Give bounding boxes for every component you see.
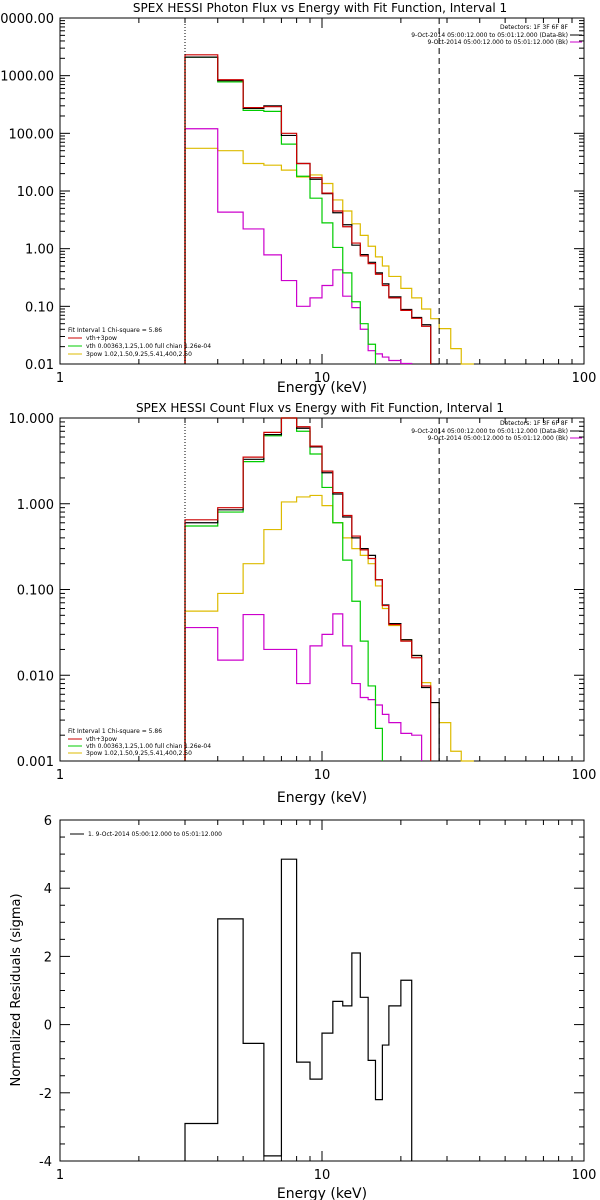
x-tick-label: 100 xyxy=(572,371,597,386)
y-tick-label: 0.10 xyxy=(25,300,54,315)
panel1-legend-data: 9-Oct-2014 05:00:12.000 to 05:01:12.000 … xyxy=(411,32,568,39)
panel1-vlines xyxy=(184,18,440,364)
x-tick-label: 10 xyxy=(314,768,331,783)
y-tick-label: -2 xyxy=(39,1087,52,1102)
panel3-legend-text: 1. 9-Oct-2014 05:00:12.000 to 05:01:12.0… xyxy=(88,831,222,838)
panel3-frame xyxy=(59,819,585,1162)
panel1-legend-total: vth+3pow xyxy=(86,335,117,342)
panel1-legend-bk: 9-Oct-2014 05:00:12.000 to 05:01:12.000 … xyxy=(428,39,569,46)
panel1-ticks: 1 10 100 0.01 0.10 1.00 10.00 100.00 1000.00 1000… xyxy=(0,12,596,386)
y-tick-label: 10.000 xyxy=(9,412,55,427)
panel2-legend-3pow: 3pow 1.02,1.50,9.25,5.41,400,2.50 xyxy=(86,750,192,757)
panel2-legend-vth: vth 0.00363,1.25,1.00 full chian 1.26e-0… xyxy=(86,743,211,750)
panel3-series xyxy=(184,858,413,1161)
y-tick-label: -4 xyxy=(39,1155,52,1170)
panel1-legend-3pow: 3pow 1.02,1.50,9.25,5.41,400,2.50 xyxy=(86,351,192,358)
panel2-legend-data: 9-Oct-2014 05:00:12.000 to 05:01:12.000 … xyxy=(411,428,568,435)
panel1-legend-right: Detectors: 1F 3F 6F 8F 9-Oct-2014 05:00:… xyxy=(411,24,582,46)
y-tick-label: 0.010 xyxy=(17,669,54,684)
series-bkg-line xyxy=(184,613,423,761)
panel2-xlabel: Energy (keV) xyxy=(277,790,367,806)
panel3-ylabel: Normalized Residuals (sigma) xyxy=(9,893,24,1086)
panel1-legend-left: Fit Interval 1 Chi-square = 5.86 vth+3po… xyxy=(68,327,211,358)
panel1-series xyxy=(184,54,474,365)
panel2-legend-total: vth+3pow xyxy=(86,736,117,743)
panel3-legend: 1. 9-Oct-2014 05:00:12.000 to 05:01:12.0… xyxy=(70,831,222,838)
series-data-line xyxy=(184,56,440,365)
panel-count-flux: SPEX HESSI Count Flux vs Energy with Fit… xyxy=(9,401,597,806)
series-bkg-line xyxy=(184,128,413,365)
panel2-legend-bk: 9-Oct-2014 05:00:12.000 to 05:01:12.000 … xyxy=(428,435,569,442)
panel1-legend-fit: Fit Interval 1 Chi-square = 5.86 xyxy=(68,327,162,334)
panel2-ticks: 1 10 100 0.001 0.010 0.100 1.000 10.000 xyxy=(9,412,597,783)
x-tick-label: 100 xyxy=(572,1168,597,1183)
y-tick-label: 0.001 xyxy=(17,755,54,770)
panel-residuals: 1 10 100 -4 -2 0 2 4 6 1. 9-Oct-2014 05:00:12.00… xyxy=(9,814,596,1200)
panel-photon-flux: SPEX HESSI Photon Flux vs Energy with Fi… xyxy=(0,1,596,396)
panel3-ticks: 1 10 100 -4 -2 0 2 4 6 xyxy=(39,814,596,1183)
y-tick-label: 4 xyxy=(44,882,52,897)
panel1-xlabel: Energy (keV) xyxy=(277,380,367,396)
y-tick-label: 100.00 xyxy=(9,127,55,142)
y-tick-label: 0.01 xyxy=(25,358,54,373)
y-tick-label: 1.00 xyxy=(25,243,54,258)
panel2-legend-left: Fit Interval 1 Chi-square = 5.86 vth+3po… xyxy=(68,728,211,757)
y-tick-label: 1.000 xyxy=(17,498,54,513)
y-tick-label: 0.100 xyxy=(17,584,54,599)
panel2-legend-detectors: Detectors: 1F 3F 6F 8F xyxy=(500,420,569,427)
y-tick-label: 2 xyxy=(44,950,52,965)
y-tick-label: 10.00 xyxy=(17,185,54,200)
panel1-legend-vth: vth 0.00363,1.25,1.00 full chian 1.26e-0… xyxy=(86,343,211,350)
x-tick-label: 100 xyxy=(572,768,597,783)
panel2-legend-fit: Fit Interval 1 Chi-square = 5.86 xyxy=(68,728,162,735)
y-tick-label: 0 xyxy=(44,1019,52,1034)
series-3pow-line xyxy=(184,147,474,365)
x-tick-label: 10 xyxy=(314,371,331,386)
series-total-line xyxy=(184,54,432,364)
panel2-vlines xyxy=(184,418,440,761)
x-tick-label: 10 xyxy=(314,1168,331,1183)
panel2-legend-right: Detectors: 1F 3F 6F 8F 9-Oct-2014 05:00:… xyxy=(411,420,582,442)
series-total-line xyxy=(184,417,432,761)
series-data-line xyxy=(184,858,413,1161)
x-tick-label: 1 xyxy=(56,768,64,783)
x-tick-label: 1 xyxy=(56,1168,64,1183)
series-vth-line xyxy=(184,417,383,761)
panel2-title: SPEX HESSI Count Flux vs Energy with Fit… xyxy=(136,401,504,415)
x-tick-label: 1 xyxy=(56,371,64,386)
panel1-legend-detectors: Detectors: 1F 3F 6F 8F xyxy=(500,24,569,31)
panel3-xlabel: Energy (keV) xyxy=(277,1186,367,1200)
series-data-line xyxy=(184,417,440,761)
y-tick-label: 10000.00 xyxy=(0,12,54,27)
panel1-title: SPEX HESSI Photon Flux vs Energy with Fi… xyxy=(133,1,507,15)
y-tick-label: 1000.00 xyxy=(0,70,54,85)
y-tick-label: 6 xyxy=(44,814,52,829)
panel2-series xyxy=(184,417,474,762)
